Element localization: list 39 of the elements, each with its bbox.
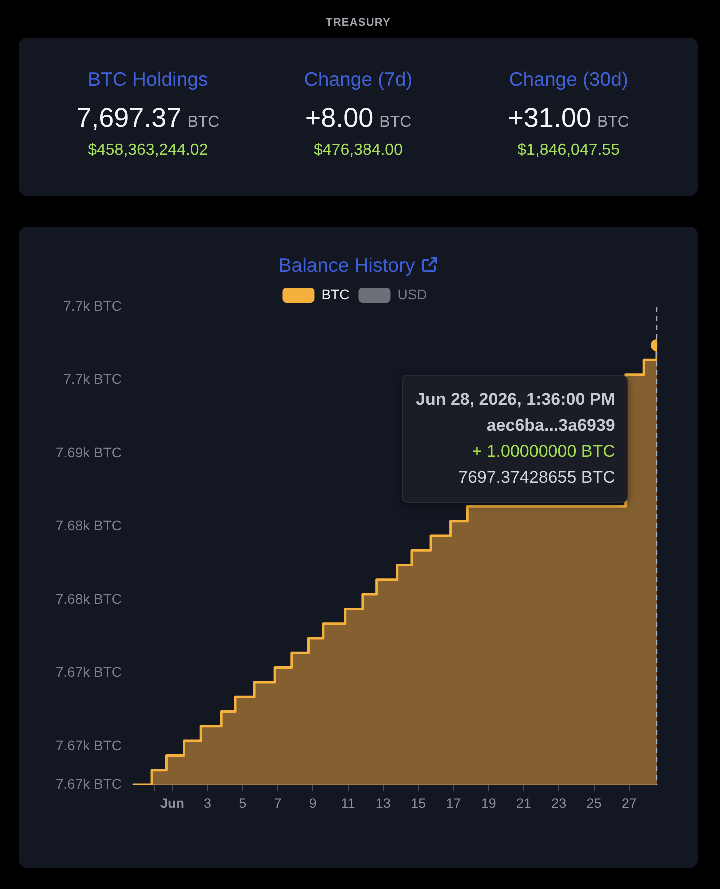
- x-tick-label: 23: [552, 796, 567, 811]
- text: $1,846,047.55: [516, 141, 621, 161]
- y-tick-label: 7.68k BTC: [56, 518, 122, 534]
- text: 7,697.37: [76, 103, 182, 133]
- x-tick-label: 7: [274, 796, 282, 811]
- text: BTC: [380, 114, 412, 131]
- y-tick-label: 7.7k BTC: [64, 298, 122, 314]
- legend-label: USD: [398, 286, 428, 302]
- y-tick-label: 7.68k BTC: [56, 590, 122, 607]
- x-tick-label: 19: [481, 796, 496, 811]
- annotation: Jun 28, 2026, 1:36:00 PM aec6ba...3a6939 + 1.00000000 BTC 7697.37428655 BTC: [416, 389, 616, 489]
- text: BTC: [188, 114, 220, 131]
- x-tick-label: 13: [376, 796, 391, 811]
- y-tick-label: 7.67k BTC: [56, 737, 122, 754]
- x-tick-label: 27: [622, 796, 637, 811]
- y-tick-label: 7.67k BTC: [56, 776, 122, 792]
- y-tick-label: 7.7k BTC: [64, 371, 122, 388]
- text: $476,384.00: [313, 141, 404, 161]
- y-tick-label: 7.67k BTC: [56, 664, 122, 680]
- text: BTC: [597, 114, 630, 131]
- x-tick-label: 17: [446, 796, 462, 811]
- y-tick-label: 7.69k BTC: [56, 444, 122, 460]
- text: $458,363,244.02: [87, 141, 210, 161]
- x-tick-label: 11: [341, 796, 356, 811]
- x-tick-label: 5: [239, 796, 247, 811]
- text: BTC Holdings: [87, 69, 210, 91]
- text: Change (7d): [303, 69, 414, 91]
- chart-title: Balance History: [278, 255, 416, 277]
- x-tick-label: 9: [309, 796, 317, 811]
- x-tick-label: 3: [204, 796, 212, 811]
- text: +31.00: [508, 103, 592, 133]
- legend-label: BTC: [322, 286, 350, 302]
- text: +8.00: [305, 103, 374, 133]
- x-tick-label: 15: [411, 796, 426, 811]
- x-tick-label: 25: [586, 796, 602, 811]
- text: TREASURY: [325, 17, 392, 29]
- text: Change (30d): [508, 69, 630, 91]
- x-tick-label: 21: [516, 796, 532, 811]
- x-tick-label: Jun: [160, 796, 185, 811]
